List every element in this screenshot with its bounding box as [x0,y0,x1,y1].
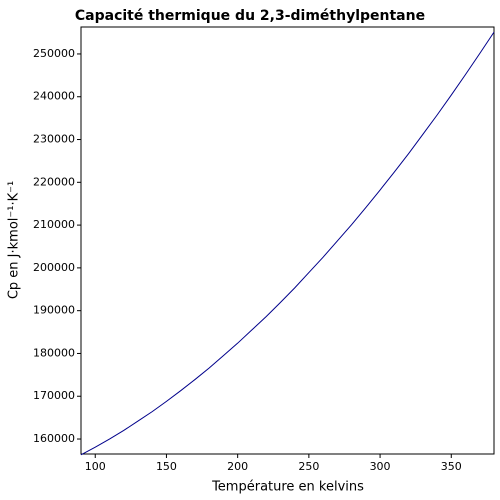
y-tick-label: 240000 [33,90,75,103]
plot-frame [80,26,495,455]
x-tick-label: 200 [227,460,248,473]
y-tick-label: 230000 [33,133,75,146]
x-tick-label: 100 [85,460,106,473]
x-tick-label: 350 [441,460,462,473]
y-tick-label: 180000 [33,346,75,359]
x-tick-label: 250 [298,460,319,473]
y-tick-label: 170000 [33,389,75,402]
x-tick-label: 150 [156,460,177,473]
y-tick-label: 160000 [33,432,75,445]
chart-title: Capacité thermique du 2,3-diméthylpentan… [75,8,425,24]
y-tick-label: 200000 [33,261,75,274]
y-axis-label: Cp en J·kmol⁻¹·K⁻¹ [7,181,22,299]
y-tick-label: 190000 [33,304,75,317]
y-tick-label: 220000 [33,175,75,188]
line [80,31,495,456]
x-tick-label: 300 [370,460,391,473]
x-axis-label: Température en kelvins [211,480,364,495]
y-tick-label: 210000 [33,218,75,231]
y-tick-label: 250000 [33,47,75,60]
